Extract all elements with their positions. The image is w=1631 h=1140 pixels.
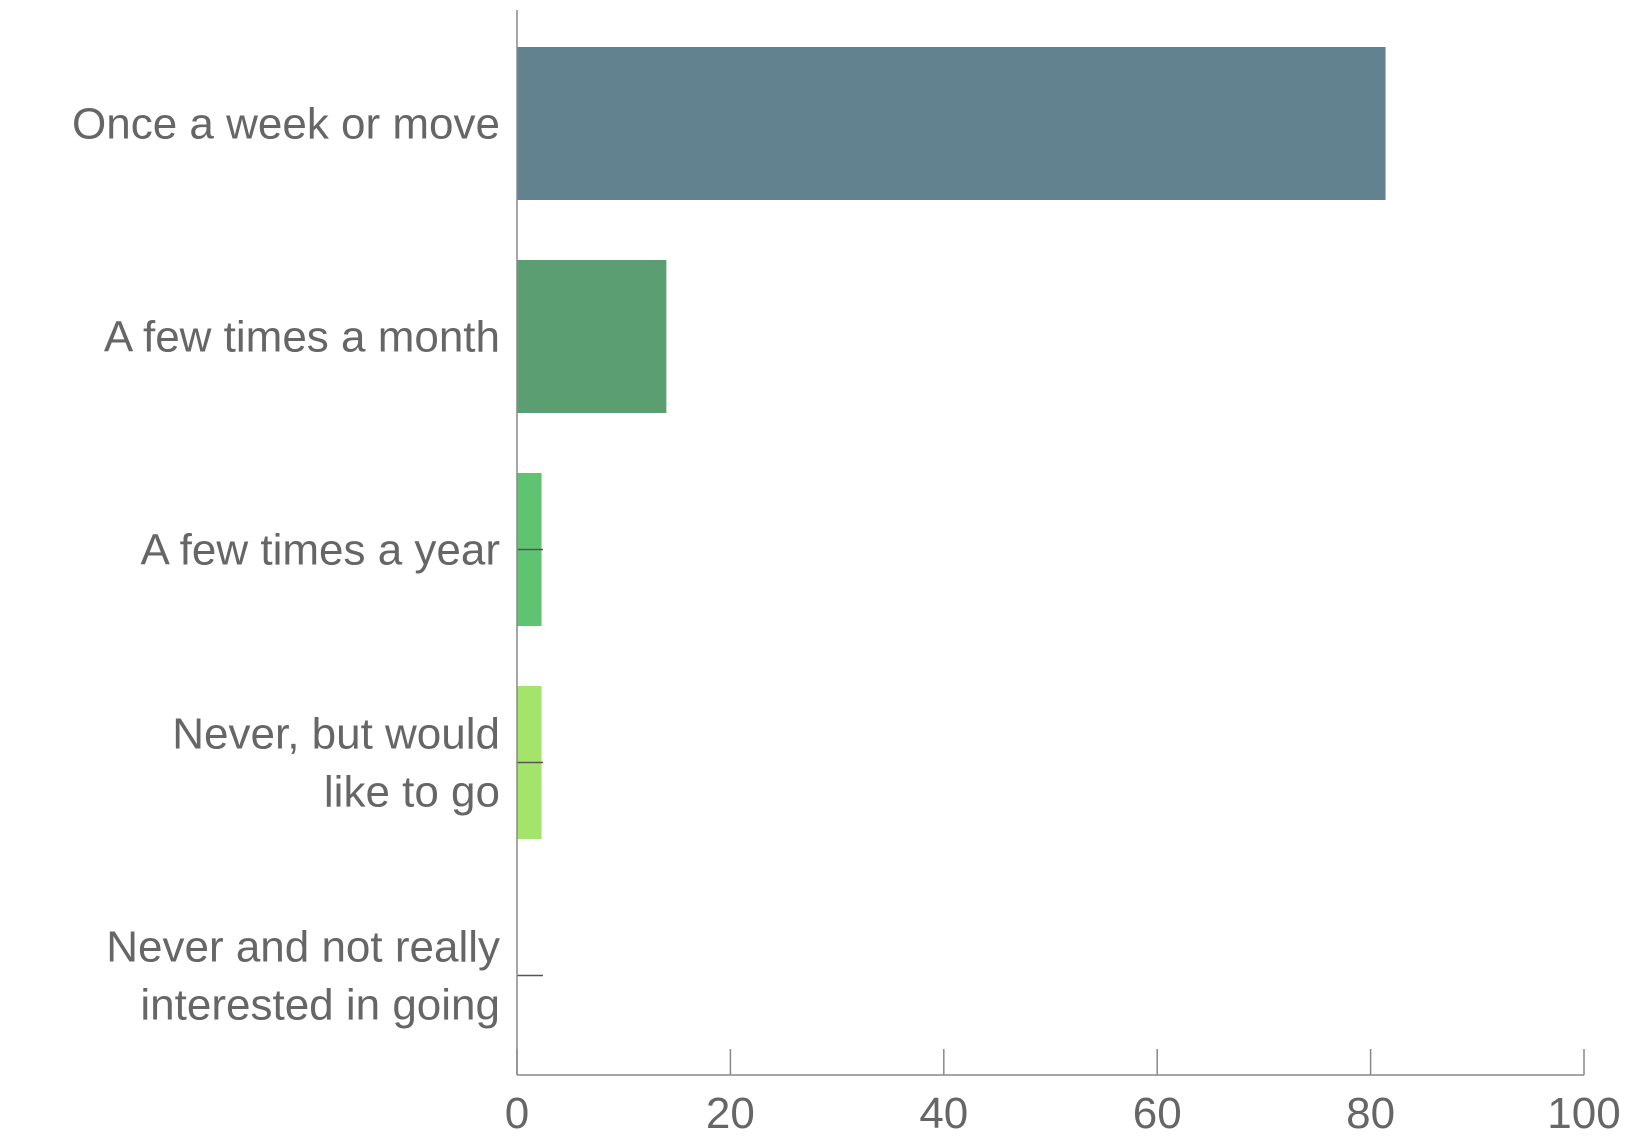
axes-layer	[516, 10, 1585, 1076]
x-tick-label-3: 60	[1133, 1089, 1182, 1135]
category-label-3: Never, but would like to go	[172, 710, 500, 817]
category-label-4-line-1: interested in going	[140, 981, 500, 1030]
bar-1	[517, 260, 667, 413]
x-tick-label-1: 20	[706, 1089, 755, 1135]
x-tick-label-0: 0	[505, 1089, 529, 1135]
category-label-3-line-0: Never, but would	[172, 710, 500, 759]
category-label-1: A few times a month	[104, 313, 500, 362]
category-label-3-line-1: like to go	[324, 768, 500, 817]
labels-layer: Once a week or move A few times a month A …	[72, 100, 1621, 1139]
category-label-1-line-0: A few times a month	[104, 313, 500, 362]
bars-layer	[517, 47, 1386, 977]
category-label-2-line-0: A few times a year	[141, 526, 500, 575]
x-tick-label-4: 80	[1346, 1089, 1395, 1135]
bar-0	[517, 47, 1386, 200]
category-label-4: Never and not really interested in going	[106, 923, 500, 1030]
x-tick-label-5: 100	[1547, 1089, 1620, 1135]
category-label-0: Once a week or move	[72, 100, 500, 149]
x-tick-label-2: 40	[919, 1089, 968, 1135]
category-label-0-line-0: Once a week or move	[72, 100, 500, 149]
category-label-2: A few times a year	[141, 526, 500, 575]
category-label-4-line-0: Never and not really	[106, 923, 500, 972]
